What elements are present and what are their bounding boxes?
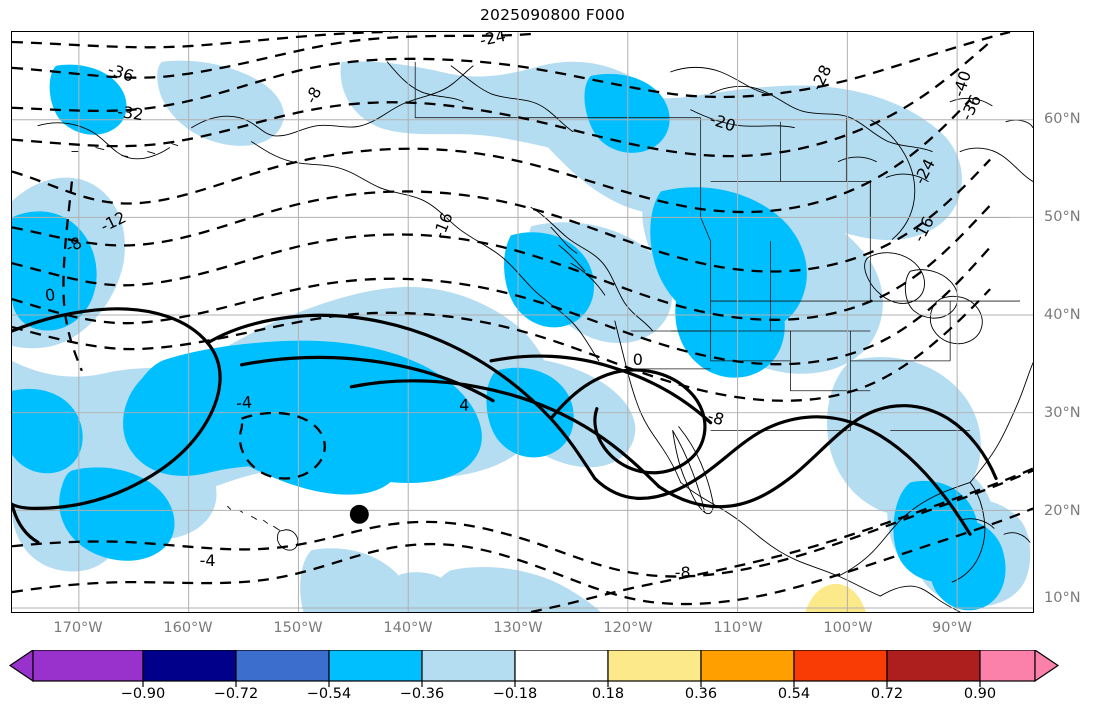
svg-text:-8: -8: [301, 84, 325, 107]
lon-tick-160w: 160°W: [163, 620, 213, 636]
cbar-tick-label-1: −0.72: [213, 686, 259, 702]
cbar-tick-label-3: −0.36: [399, 686, 445, 702]
lat-tick-10n: 10°N: [1044, 590, 1081, 606]
cbar-band-2: [235, 650, 330, 682]
cbar-extend-max: [1034, 650, 1060, 683]
page-title: 2025090800 F000: [479, 6, 626, 24]
cbar-band-10: [979, 650, 1036, 682]
lon-tick-150w: 150°W: [273, 620, 323, 636]
svg-text:-32: -32: [116, 102, 144, 124]
lon-tick-110w: 110°W: [713, 620, 763, 636]
lat-tick-20n: 20°N: [1044, 503, 1081, 519]
cbar-band-4: [421, 650, 516, 682]
cbar-band-5: [514, 650, 609, 682]
cbar-tick-label-5: 0.18: [591, 686, 625, 702]
cbar-tick-label-6: 0.36: [684, 686, 718, 702]
lon-tick-130w: 130°W: [493, 620, 543, 636]
cbar-extend-min: [8, 650, 34, 683]
contours-positive: [12, 307, 998, 544]
cbar-tick-label-0: −0.90: [120, 686, 166, 702]
cbar-tick-label-7: 0.54: [777, 686, 811, 702]
svg-text:4: 4: [459, 396, 469, 415]
lon-tick-120w: 120°W: [603, 620, 653, 636]
storm-center-marker[interactable]: [349, 504, 369, 524]
cbar-band-3: [328, 650, 423, 682]
cbar-tick-label-8: 0.72: [870, 686, 904, 702]
lon-tick-90w: 90°W: [931, 620, 973, 636]
cbar-band-0: [32, 650, 144, 682]
svg-text:-16: -16: [429, 210, 456, 241]
cbar-band-1: [142, 650, 237, 682]
contours-negative: [12, 32, 1033, 612]
svg-text:0: 0: [44, 285, 57, 305]
svg-text:-8: -8: [62, 233, 85, 257]
grid-lines: [12, 32, 1033, 612]
cbar-band-6: [607, 650, 702, 682]
svg-text:0: 0: [633, 350, 643, 369]
lat-tick-60n: 60°N: [1044, 111, 1081, 127]
svg-text:-24: -24: [478, 32, 507, 50]
svg-text:-4: -4: [236, 393, 253, 413]
cbar-band-9: [886, 650, 981, 682]
cbar-band-7: [700, 650, 795, 682]
cbar-tick-label-9: 0.90: [963, 686, 997, 702]
colorbar-ticks: [142, 681, 981, 687]
lon-tick-140w: 140°W: [383, 620, 433, 636]
cbar-tick-label-4: −0.18: [492, 686, 538, 702]
svg-text:-8: -8: [675, 563, 691, 582]
lon-tick-100w: 100°W: [823, 620, 873, 636]
lat-tick-50n: 50°N: [1044, 209, 1081, 225]
cbar-tick-label-2: −0.54: [306, 686, 352, 702]
map-panel[interactable]: -36 -32 -12 -8 0 -24 -8 -20 -16 -28 -40 …: [11, 31, 1034, 613]
shading-yellow: [805, 583, 867, 612]
colorbar-canvas: [8, 650, 1060, 687]
cbar-band-8: [793, 650, 888, 682]
svg-text:-4: -4: [200, 551, 216, 570]
colorbar-swatches: [8, 650, 1060, 683]
lon-tick-170w: 170°W: [53, 620, 103, 636]
contour-labels: -36 -32 -12 -8 0 -24 -8 -20 -16 -28 -40 …: [44, 32, 985, 582]
lat-tick-30n: 30°N: [1044, 405, 1081, 421]
svg-text:-8: -8: [705, 406, 726, 429]
lat-tick-40n: 40°N: [1044, 307, 1081, 323]
colorbar[interactable]: −0.90 −0.72 −0.54 −0.36 −0.18 0.18 0.36 …: [0, 650, 1105, 712]
map-canvas: -36 -32 -12 -8 0 -24 -8 -20 -16 -28 -40 …: [12, 32, 1033, 612]
